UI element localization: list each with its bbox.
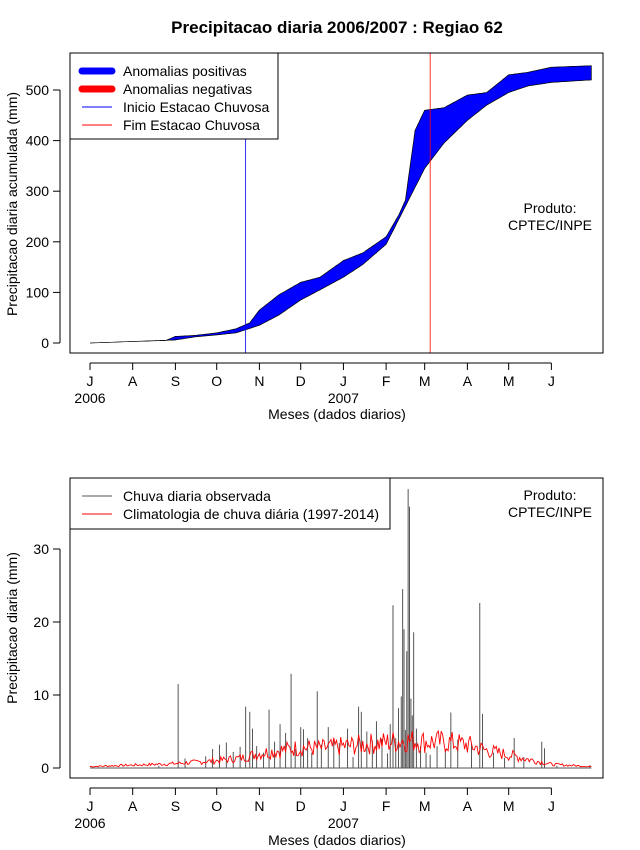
- y-tick-label: 400: [26, 133, 50, 149]
- x-tick-label: D: [296, 798, 306, 814]
- x-tick-label: M: [503, 798, 515, 814]
- legend-box: [69, 477, 391, 530]
- x-tick-label: J: [340, 373, 347, 389]
- year-label: 2006: [74, 390, 105, 406]
- climatology-line: [89, 730, 592, 768]
- y-tick-label: 300: [26, 183, 50, 199]
- plot-frame: [69, 52, 604, 354]
- x-tick-label: M: [419, 373, 431, 389]
- x-tick-label: O: [211, 373, 222, 389]
- x-tick-label: F: [382, 798, 391, 814]
- legend-label: Anomalias negativas: [123, 81, 252, 97]
- x-tick-label: F: [382, 373, 391, 389]
- x-tick-label: M: [503, 373, 515, 389]
- legend: Anomalias positivas Anomalias negativas In…: [69, 52, 279, 140]
- product-source: CPTEC/INPE: [508, 217, 592, 233]
- legend-label: Chuva diaria observada: [123, 488, 271, 504]
- x-tick-label: N: [254, 373, 264, 389]
- year-label: 2007: [328, 815, 359, 831]
- accumulated-precipitation-chart: Precipitacao diaria 2006/2007 : Regiao 6…: [4, 18, 604, 422]
- chart-title: Precipitacao diaria 2006/2007 : Regiao 6…: [171, 18, 503, 37]
- anomaly-fills: [90, 65, 592, 344]
- y-tick-label: 30: [33, 541, 49, 557]
- y-tick-label: 0: [41, 335, 49, 351]
- y-tick-label: 100: [26, 284, 50, 300]
- x-tick-label: S: [171, 798, 180, 814]
- y-tick-label: 20: [33, 614, 49, 630]
- x-tick-label: O: [211, 798, 222, 814]
- y-tick-label: 500: [26, 82, 50, 98]
- y-axis-label: Precipitacao diaria (mm): [4, 552, 20, 704]
- legend-label: Climatologia de chuva diária (1997-2014): [123, 506, 379, 522]
- x-tick-label: A: [128, 373, 138, 389]
- product-label: Produto:: [524, 200, 577, 216]
- positive-anomaly-fill: [166, 65, 592, 341]
- x-tick-label: N: [254, 798, 264, 814]
- y-tick-label: 10: [33, 687, 49, 703]
- x-axis-label: Meses (dados diarios): [268, 406, 406, 422]
- y-tick-label: 200: [26, 234, 50, 250]
- x-tick-label: J: [87, 798, 94, 814]
- year-label: 2006: [74, 815, 105, 831]
- x-tick-label: J: [548, 373, 555, 389]
- x-tick-label: M: [419, 798, 431, 814]
- x-tick-label: D: [296, 373, 306, 389]
- x-tick-label: A: [463, 373, 473, 389]
- product-source: CPTEC/INPE: [508, 504, 592, 520]
- x-tick-label: J: [340, 798, 347, 814]
- daily-rain-bars: [90, 489, 592, 769]
- legend-label: Inicio Estacao Chuvosa: [123, 99, 270, 115]
- x-axis-label: Meses (dados diarios): [268, 832, 406, 848]
- product-label: Produto:: [524, 487, 577, 503]
- legend-label: Fim Estacao Chuvosa: [123, 117, 260, 133]
- climatology-series-line: [89, 730, 592, 768]
- x-tick-label: J: [548, 798, 555, 814]
- x-tick-label: J: [87, 373, 94, 389]
- x-tick-label: A: [463, 798, 473, 814]
- y-axis-label: Precipitacao diaria acumulada (mm): [4, 92, 20, 316]
- y-tick-label: 0: [41, 760, 49, 776]
- legend-label: Anomalias positivas: [123, 63, 247, 79]
- x-tick-label: A: [128, 798, 138, 814]
- x-tick-label: S: [171, 373, 180, 389]
- legend: Chuva diaria observada Climatologia de ch…: [69, 477, 391, 530]
- year-label: 2007: [328, 390, 359, 406]
